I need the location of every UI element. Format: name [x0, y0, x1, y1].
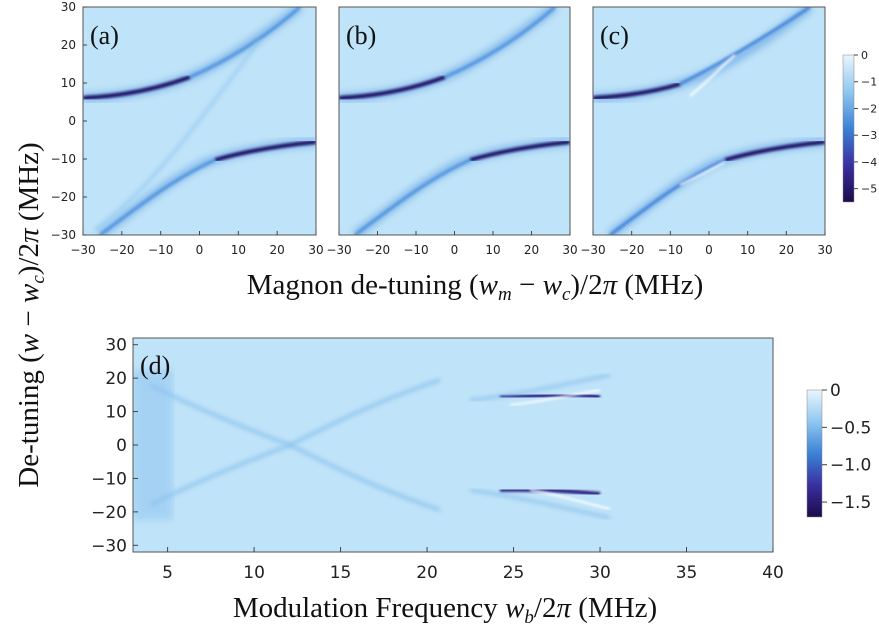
d-x-tick-label: 5 [162, 563, 173, 583]
x-tick-label: −20 [619, 243, 644, 257]
x-tick-label: −30 [326, 243, 351, 257]
panel-d-upper-white-line [509, 389, 601, 406]
x-tick-label: 20 [270, 243, 285, 257]
x-tick-label: 0 [451, 243, 459, 257]
panel-b-label: (b) [346, 21, 376, 50]
axis-ticks: −30 −20 −10 0 10 20 30 −30 −20 −10 0 10 20 30 −30 −20 −1… [51, 0, 833, 583]
x-tick-label: 20 [524, 243, 539, 257]
y-tick-label: 30 [61, 0, 76, 14]
x-tick-label: 10 [231, 243, 246, 257]
x-tick-label: −30 [70, 243, 95, 257]
cb-top-tick-label: −3 [861, 129, 877, 142]
d-y-tick-label: 0 [116, 436, 127, 456]
x-tick-label: 0 [705, 243, 713, 257]
d-y-tick-label: −30 [91, 536, 127, 556]
x-tick-label: 20 [779, 243, 794, 257]
panel-a-heatmap [83, 7, 316, 235]
y-tick-label: 0 [68, 114, 76, 128]
panel-c-heatmap [593, 7, 825, 235]
panel-c-lower-branch-tail [609, 158, 726, 235]
x-tick-label: 10 [485, 243, 500, 257]
x-tick-label: −10 [658, 243, 683, 257]
panel-a-lower-branch [214, 140, 316, 162]
colorbar-bottom [806, 389, 823, 518]
x-tick-label: 30 [817, 243, 832, 257]
panel-c-upper-white-line [689, 54, 736, 97]
panel-b-heatmap [339, 7, 570, 235]
x-tick-label: 0 [196, 243, 204, 257]
panel-d-lower-white-line [529, 489, 611, 510]
panel-a-upper-branch [83, 75, 191, 100]
x-tick-label: −10 [403, 243, 428, 257]
cb-top-tick-label: −1 [861, 76, 877, 89]
x-tick-label: 30 [562, 243, 577, 257]
d-x-tick-label: 30 [589, 563, 611, 583]
panel-c-upper-branch [593, 82, 681, 100]
y-tick-label: 20 [61, 38, 76, 52]
y-tick-label: −10 [51, 152, 76, 166]
d-y-tick-label: −20 [91, 503, 127, 523]
panel-b-upper-branch-tail [444, 7, 556, 79]
y-tick-label: −20 [51, 190, 76, 204]
cb-top-tick-label: −5 [861, 183, 877, 196]
panel-b-upper-branch [339, 75, 446, 100]
y-tick-label: 10 [61, 76, 76, 90]
panel-d-heatmap [133, 370, 773, 520]
panel-c-background [593, 7, 825, 235]
x-tick-label: 10 [740, 243, 755, 257]
panel-d-upper-split [499, 392, 601, 399]
d-y-tick-label: 30 [105, 336, 127, 356]
panel-d-upper-faint-branch [469, 373, 611, 402]
cb-bottom-tick-label: −1.5 [830, 493, 871, 513]
d-x-tick-label: 35 [676, 563, 698, 583]
cb-bottom-tick-label: 0 [830, 381, 841, 401]
panel-c-upper-branch-tail [679, 7, 811, 86]
colorbar-ticks: 0 −1 −2 −3 −4 −5 0 −0.5 −1.0 −1.5 [822, 49, 877, 513]
panel-d-background [133, 338, 773, 552]
d-x-tick-label: 15 [330, 563, 352, 583]
x-axis-label-top: Magnon de-tuning (wm − wc)/2π (MHz) [247, 269, 704, 305]
panel-a-faint-line [94, 39, 262, 232]
d-y-tick-label: 20 [105, 369, 127, 389]
cb-top-tick-label: −4 [861, 156, 877, 169]
cb-top-tick-label: 0 [861, 49, 868, 62]
cb-top-tick-label: −2 [861, 102, 877, 115]
d-x-tick-label: 20 [416, 563, 438, 583]
x-tick-label: −20 [365, 243, 390, 257]
x-tick-label: −20 [109, 243, 134, 257]
d-x-tick-label: 40 [762, 563, 784, 583]
panel-b-background [339, 7, 570, 235]
d-x-tick-label: 10 [243, 563, 265, 583]
d-y-tick-label: −10 [91, 469, 127, 489]
panel-d-lower-faint-branch [469, 488, 611, 520]
panel-d-label: (d) [140, 351, 170, 380]
panel-d-lower-split [499, 487, 601, 496]
cb-bottom-tick-label: −0.5 [830, 418, 871, 438]
d-x-tick-label: 25 [503, 563, 525, 583]
panel-b-lower-branch-tail [354, 158, 471, 235]
panel-c-lower-branch [724, 140, 825, 162]
panel-a-label: (a) [90, 21, 119, 50]
colorbar-top [842, 54, 855, 203]
panel-c-lower-white-line [679, 161, 726, 186]
cb-bottom-tick-label: −1.0 [830, 456, 871, 476]
x-tick-label: 30 [308, 243, 323, 257]
panel-a-lower-branch-tail [99, 158, 216, 235]
panel-c-label: (c) [600, 21, 629, 50]
panel-b-lower-branch [469, 140, 570, 162]
x-tick-label: −10 [148, 243, 173, 257]
y-tick-label: −30 [51, 228, 76, 242]
d-y-tick-label: 10 [105, 403, 127, 423]
x-axis-label-bottom: Modulation Frequency wb/2π (MHz) [233, 592, 657, 628]
x-tick-label: −30 [580, 243, 605, 257]
y-axis-label: De-tuning (w − wc)/2π (MHz) [13, 142, 49, 487]
panel-a-upper-branch-tail [189, 7, 301, 79]
